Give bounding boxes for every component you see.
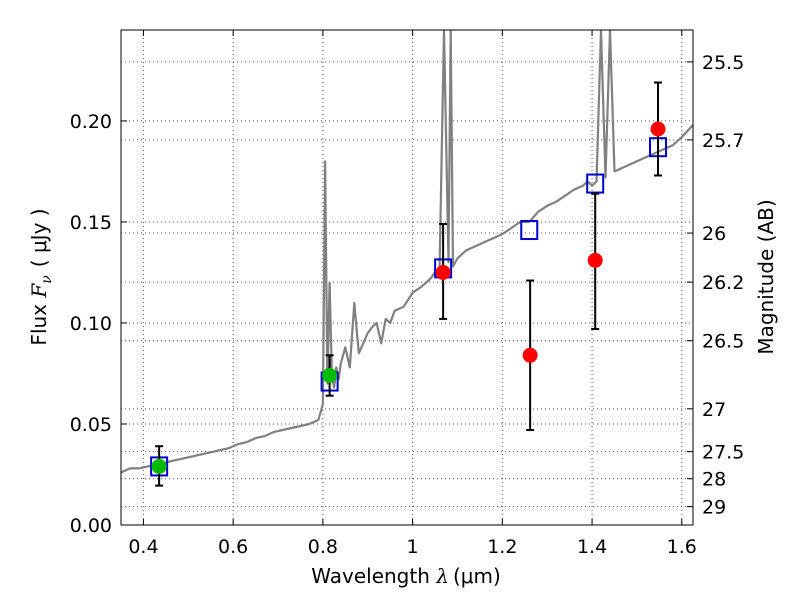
y2-tick-label: 26.2	[702, 272, 744, 294]
photometry-point	[435, 264, 451, 280]
y-tick-label: 0.15	[70, 212, 112, 234]
y-axis-label: Flux Fν( μJy )	[27, 208, 55, 345]
y2-tick-label: 29	[702, 497, 726, 519]
x-tick-label: 0.8	[308, 536, 338, 558]
y2-axis: 25.5 25.7 26 26.2 26.5 27 27.5 28 29	[687, 52, 744, 519]
y-tick-label: 0.05	[70, 414, 112, 436]
y2-tick-label: 25.5	[702, 52, 744, 74]
plot-frame	[120, 29, 694, 526]
y2-tick-label: 27	[702, 399, 726, 421]
y-tick-label: 0.20	[70, 111, 112, 133]
y-tick-label: 0.10	[70, 313, 112, 335]
photometry-point	[522, 347, 538, 363]
y2-axis-label: Magnitude (AB)	[754, 199, 778, 354]
x-tick-label: 0.6	[218, 536, 248, 558]
y2-tick-label: 26.5	[702, 331, 744, 353]
x-tick-label: 1.6	[667, 536, 697, 558]
y2-tick-label: 27.5	[702, 442, 744, 464]
x-tick-label: 0.4	[128, 536, 158, 558]
y2-tick-label: 25.7	[702, 130, 744, 152]
x-tick-label: 1.4	[577, 536, 607, 558]
y2-tick-label: 28	[702, 469, 726, 491]
x-axis-label: Wavelength λ (μm)	[311, 564, 501, 588]
y-tick-label: 0.00	[70, 515, 112, 537]
x-axis: 0.4 0.6 0.8 1 1.2 1.4 1.6	[128, 30, 697, 558]
x-tick-label: 1.2	[487, 536, 517, 558]
x-tick-label: 1	[407, 536, 419, 558]
photometry-point	[587, 252, 603, 268]
model-flux-square	[586, 173, 605, 194]
photometry-point	[322, 367, 338, 383]
y2-tick-label: 26	[702, 223, 726, 245]
photometry-point	[650, 121, 666, 137]
y-axis: 0.00 0.05 0.10 0.15 0.20	[70, 111, 127, 537]
model-spectrum-line	[121, 30, 693, 474]
model-flux-square	[520, 220, 539, 241]
photometry-point	[151, 458, 167, 474]
plot-area	[121, 30, 693, 487]
